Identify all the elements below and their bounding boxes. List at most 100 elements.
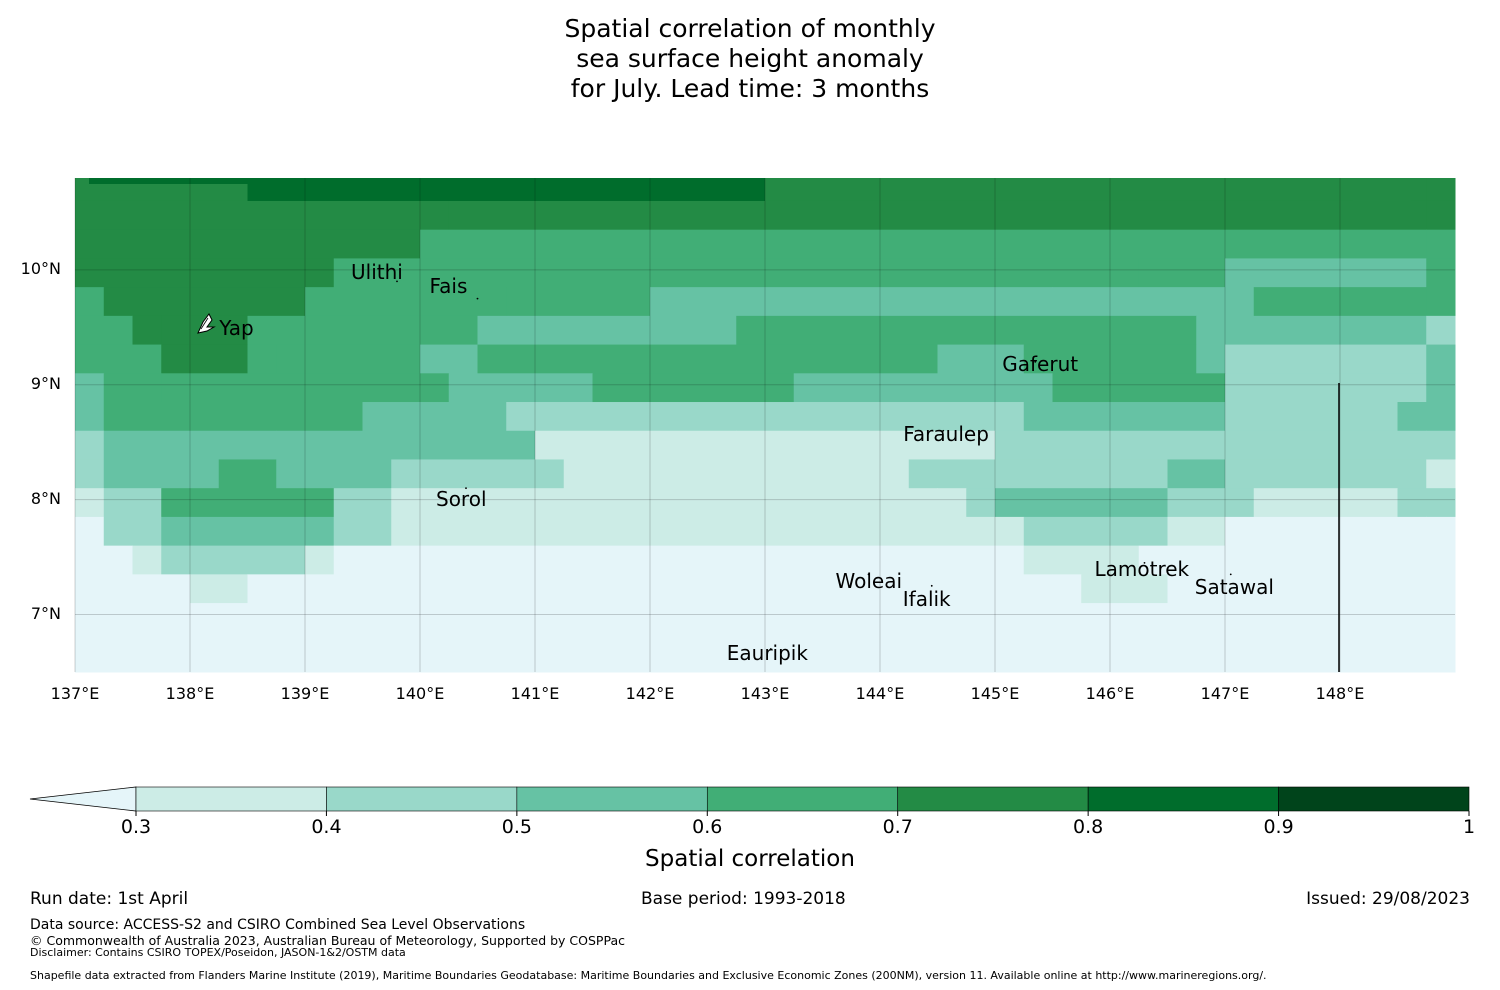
grid-cell (276, 344, 421, 374)
grid-cell (75, 402, 105, 432)
grid-cell (362, 402, 507, 432)
grid-cell (650, 178, 766, 202)
grid-cell (75, 660, 1427, 673)
lon-tick-label: 148°E (1315, 684, 1365, 703)
grid-cell (420, 178, 651, 202)
colorbar-tick-label: 1 (1462, 816, 1476, 838)
island-dot (1229, 573, 1232, 576)
grid-cell (1225, 373, 1427, 403)
lon-tick-label: 141°E (510, 684, 560, 703)
grid-cell (995, 545, 1025, 575)
grid-cell (1225, 516, 1427, 547)
grid-cell (1225, 402, 1398, 432)
grid-cell (75, 631, 1427, 662)
lon-tick-label: 144°E (855, 684, 905, 703)
grid-cell (448, 200, 1427, 231)
grid-cell (1052, 373, 1111, 403)
colorbar-segment (516, 786, 708, 812)
grid-cell (218, 459, 277, 489)
grid-cell (391, 516, 967, 547)
colorbar-tick-label: 0.9 (1263, 816, 1294, 838)
grid-cell (132, 315, 162, 346)
grid-cell (1196, 315, 1341, 346)
island-dot (769, 648, 772, 650)
grid-cell (247, 178, 421, 202)
grid-cell (650, 287, 1053, 317)
grid-cell (1081, 574, 1168, 604)
grid-cell (161, 373, 450, 403)
chart-title: Spatial correlation of monthly sea surfa… (0, 14, 1500, 104)
grid-cell (103, 373, 162, 403)
grid-cell (333, 258, 1140, 288)
grid-cell (1426, 603, 1456, 633)
grid-cell (75, 603, 1427, 633)
grid-cell (103, 287, 306, 317)
colorbar-tick-label: 0.7 (882, 816, 913, 838)
grid-cell (103, 459, 220, 489)
island-label: Woleai (835, 569, 903, 594)
grid-cell (247, 574, 1053, 604)
island-label: Lamotrek (1094, 556, 1190, 581)
island-markers (396, 280, 1232, 650)
colorbar-segment (326, 786, 518, 812)
grid-cell (89, 178, 261, 184)
grid-cell (1253, 488, 1398, 518)
grid-cell (1052, 574, 1082, 604)
grid-cell (75, 287, 105, 317)
correlation-grid (75, 178, 1456, 673)
title-line-3: for July. Lead time: 3 months (570, 74, 930, 103)
colorbar-tick-label: 0.4 (311, 816, 342, 838)
grid-cell (1023, 545, 1140, 575)
grid-cell (851, 402, 1025, 432)
lon-tick-label: 146°E (1085, 684, 1135, 703)
grid-cell (333, 488, 392, 518)
grid-cell (75, 459, 105, 489)
grid-cell (391, 459, 507, 489)
grid-cell (333, 545, 996, 575)
issued-date: Issued: 29/08/2023 (1306, 889, 1470, 909)
grid-cell (793, 373, 967, 403)
colorbar-tick-label: 0.5 (501, 816, 532, 838)
grid-cell (937, 344, 1025, 374)
grid-cell (391, 488, 938, 518)
grid-cell (477, 315, 737, 346)
copyright: © Commonwealth of Australia 2023, Austra… (30, 933, 625, 948)
grid-cell (247, 344, 277, 374)
data-source: Data source: ACCESS-S2 and CSIRO Combine… (30, 917, 526, 933)
grid-cell (1138, 545, 1427, 575)
grid-cell (161, 344, 248, 374)
grid-cell (506, 287, 651, 317)
island-dot (942, 429, 945, 432)
grid-cell (908, 459, 1168, 489)
island-label: Satawal (1194, 575, 1274, 600)
grid-cell (1225, 344, 1427, 374)
grid-cell (1397, 402, 1456, 432)
island-label: Yap (219, 316, 254, 341)
lon-tick-label: 139°E (280, 684, 330, 703)
lat-tick-label: 10°N (20, 258, 61, 278)
grid-cell (75, 516, 105, 547)
colorbar-tick-label: 0.8 (1073, 816, 1104, 838)
graticule (74, 178, 1455, 672)
lat-tick-label: 9°N (30, 373, 61, 393)
lat-tick-label: 8°N (30, 488, 61, 508)
island-dot (465, 487, 467, 490)
base-period: Base period: 1993-2018 (641, 889, 846, 909)
grid-cell (276, 430, 363, 460)
lon-tick-label: 143°E (740, 684, 790, 703)
shapefile-credit: Shapefile data extracted from Flanders M… (30, 969, 1267, 982)
grid-cell (1426, 258, 1456, 288)
grid-cell (75, 229, 363, 259)
grid-cell (75, 344, 162, 374)
title-line-2: sea surface height anomaly (576, 44, 924, 73)
island-dot (1143, 561, 1146, 564)
grid-cell (1023, 402, 1197, 432)
grid-cell (103, 516, 162, 547)
grid-cell (535, 430, 737, 460)
grid-cell (1225, 430, 1427, 460)
grid-cell (506, 459, 565, 489)
colorbar-extend-arrow (29, 786, 137, 812)
grid-cell (276, 459, 392, 489)
grid-cell (1225, 459, 1427, 489)
